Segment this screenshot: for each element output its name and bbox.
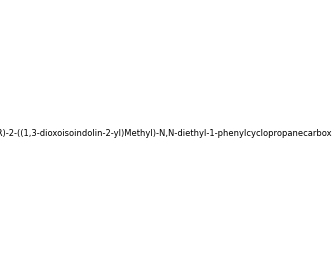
Text: (1S,2R)-2-((1,3-dioxoisoindolin-2-yl)Methyl)-N,N-diethyl-1-phenylcyclopropanecar: (1S,2R)-2-((1,3-dioxoisoindolin-2-yl)Met… bbox=[0, 129, 332, 139]
